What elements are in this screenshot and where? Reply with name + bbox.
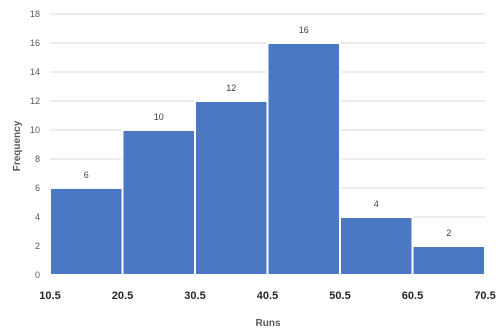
y-tick-label: 8 [35, 154, 40, 164]
y-tick-label: 0 [35, 270, 40, 280]
y-tick-label: 18 [30, 9, 40, 19]
histogram-bar [49, 187, 124, 276]
bar-value-label: 6 [84, 170, 89, 180]
y-axis-ticks: 0 2 4 6 8 10 12 14 16 18 [30, 9, 40, 280]
histogram-bar [266, 42, 341, 276]
y-tick-label: 16 [30, 38, 40, 48]
x-tick-label: 30.5 [184, 290, 205, 302]
x-tick-label: 40.5 [257, 290, 278, 302]
histogram-bar [339, 216, 414, 276]
histogram-bar [194, 100, 269, 276]
x-tick-label: 50.5 [329, 290, 350, 302]
y-axis-title: Frequency [12, 120, 23, 171]
histogram-bar [411, 245, 486, 276]
x-tick-label: 20.5 [112, 290, 133, 302]
y-tick-label: 4 [35, 212, 40, 222]
bar-value-label: 10 [154, 112, 164, 122]
bars [49, 42, 486, 276]
bar-value-label: 2 [446, 228, 451, 238]
y-tick-label: 12 [30, 96, 40, 106]
x-tick-label: 10.5 [39, 290, 60, 302]
x-tick-label: 70.5 [474, 290, 495, 302]
y-tick-label: 10 [30, 125, 40, 135]
y-tick-label: 2 [35, 241, 40, 251]
y-tick-label: 6 [35, 183, 40, 193]
bar-value-label: 16 [299, 25, 309, 35]
x-tick-label: 60.5 [402, 290, 423, 302]
data-labels: 6 10 12 16 4 2 [84, 25, 452, 238]
y-tick-label: 14 [30, 67, 40, 77]
histogram-bar [121, 129, 196, 276]
x-axis-ticks: 10.5 20.5 30.5 40.5 50.5 60.5 70.5 [39, 290, 495, 302]
bar-value-label: 12 [226, 83, 236, 93]
x-axis-title: Runs [256, 318, 281, 329]
bar-value-label: 4 [374, 199, 379, 209]
